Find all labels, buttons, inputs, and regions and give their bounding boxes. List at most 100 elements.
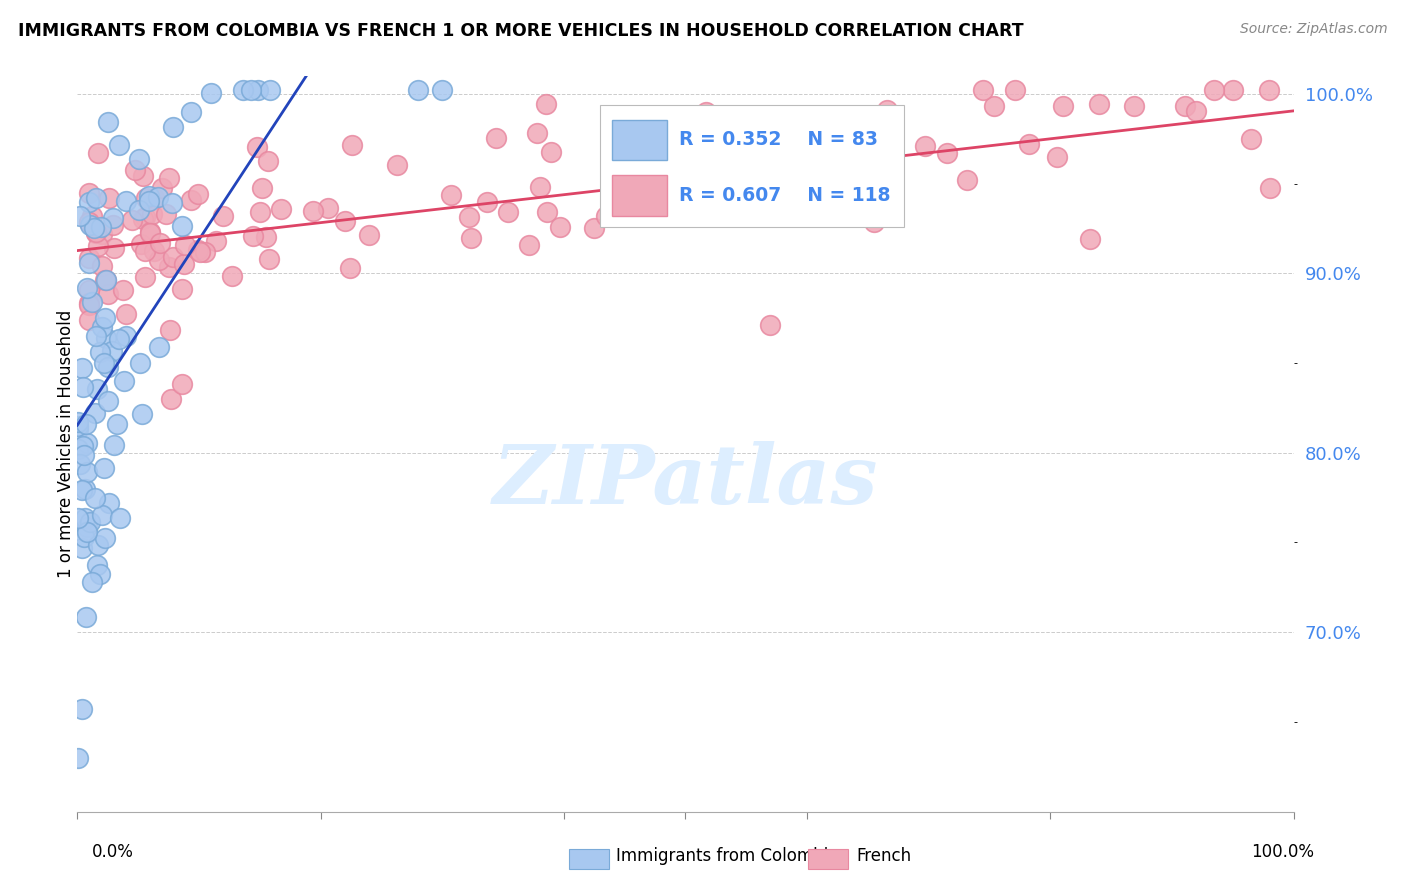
Point: [406, 83, 429, 97]
Point: [77, 195, 100, 210]
Point: [1240, 132, 1263, 146]
Point: [70, 360, 93, 375]
Point: [239, 83, 262, 97]
Point: [70, 702, 93, 716]
Point: [75, 417, 97, 432]
Point: [134, 244, 156, 258]
Point: [107, 332, 129, 346]
Point: [72, 439, 94, 453]
Point: [1185, 104, 1208, 119]
Point: [79, 215, 101, 229]
Point: [956, 173, 979, 187]
Point: [108, 137, 131, 152]
Point: [529, 180, 551, 194]
Point: [79, 218, 101, 232]
Point: [862, 215, 884, 229]
Point: [188, 244, 211, 259]
Point: [150, 180, 173, 194]
Point: [79, 256, 101, 270]
Point: [128, 202, 150, 217]
Point: [108, 511, 131, 525]
Point: [94, 273, 117, 287]
Point: [93, 460, 115, 475]
Point: [75, 511, 97, 525]
Point: [357, 228, 380, 243]
Text: R = 0.352    N = 83: R = 0.352 N = 83: [679, 130, 879, 149]
Point: [972, 83, 994, 97]
Point: [83, 406, 105, 420]
Point: [128, 356, 150, 370]
Point: [1174, 99, 1197, 113]
Point: [1004, 83, 1026, 97]
Point: [821, 198, 844, 212]
Point: [101, 211, 124, 226]
Point: [540, 145, 562, 160]
Point: [84, 491, 107, 505]
Point: [79, 283, 101, 297]
Point: [97, 496, 120, 510]
Point: [89, 345, 111, 359]
Point: [69, 458, 91, 472]
Point: [103, 218, 125, 232]
Point: [935, 146, 957, 161]
Point: [97, 287, 120, 301]
Point: [173, 257, 195, 271]
Point: [852, 206, 875, 220]
Point: [339, 261, 361, 276]
FancyBboxPatch shape: [600, 105, 904, 227]
Point: [157, 260, 180, 275]
Point: [114, 194, 136, 208]
Point: [159, 392, 181, 406]
Point: [252, 181, 274, 195]
Point: [232, 83, 254, 97]
Point: [94, 531, 117, 545]
Point: [519, 238, 541, 252]
Point: [157, 171, 180, 186]
Text: 0.0%: 0.0%: [91, 843, 134, 861]
Point: [111, 283, 134, 297]
Point: [139, 225, 162, 239]
Point: [200, 86, 222, 100]
Point: [439, 188, 461, 202]
Point: [66, 511, 89, 525]
Point: [84, 191, 107, 205]
Point: [103, 241, 125, 255]
Bar: [613, 175, 668, 216]
Point: [212, 209, 235, 223]
Point: [89, 567, 111, 582]
Point: [1018, 137, 1040, 152]
Point: [170, 219, 193, 233]
Point: [101, 343, 124, 358]
Point: [257, 154, 280, 169]
Point: [143, 244, 166, 258]
Point: [162, 120, 184, 134]
Point: [623, 168, 645, 182]
Point: [82, 209, 104, 223]
Point: [242, 229, 264, 244]
Point: [1258, 181, 1281, 195]
Point: [91, 508, 114, 523]
Text: 100.0%: 100.0%: [1251, 843, 1315, 861]
Point: [155, 207, 177, 221]
Point: [146, 190, 169, 204]
Point: [318, 201, 340, 215]
Point: [87, 538, 110, 552]
Point: [72, 379, 94, 393]
Point: [254, 229, 277, 244]
Point: [84, 226, 107, 240]
Point: [536, 205, 558, 219]
Point: [595, 209, 617, 223]
Point: [96, 331, 118, 345]
Point: [73, 449, 96, 463]
Point: [76, 520, 98, 534]
Point: [79, 298, 101, 312]
Point: [141, 207, 163, 221]
Point: [1088, 96, 1111, 111]
Point: [67, 415, 90, 429]
Point: [138, 189, 160, 203]
Point: [548, 220, 571, 235]
Text: R = 0.607    N = 118: R = 0.607 N = 118: [679, 186, 891, 205]
Point: [112, 374, 135, 388]
Y-axis label: 1 or more Vehicles in Household: 1 or more Vehicles in Household: [58, 310, 75, 578]
Point: [67, 422, 90, 436]
